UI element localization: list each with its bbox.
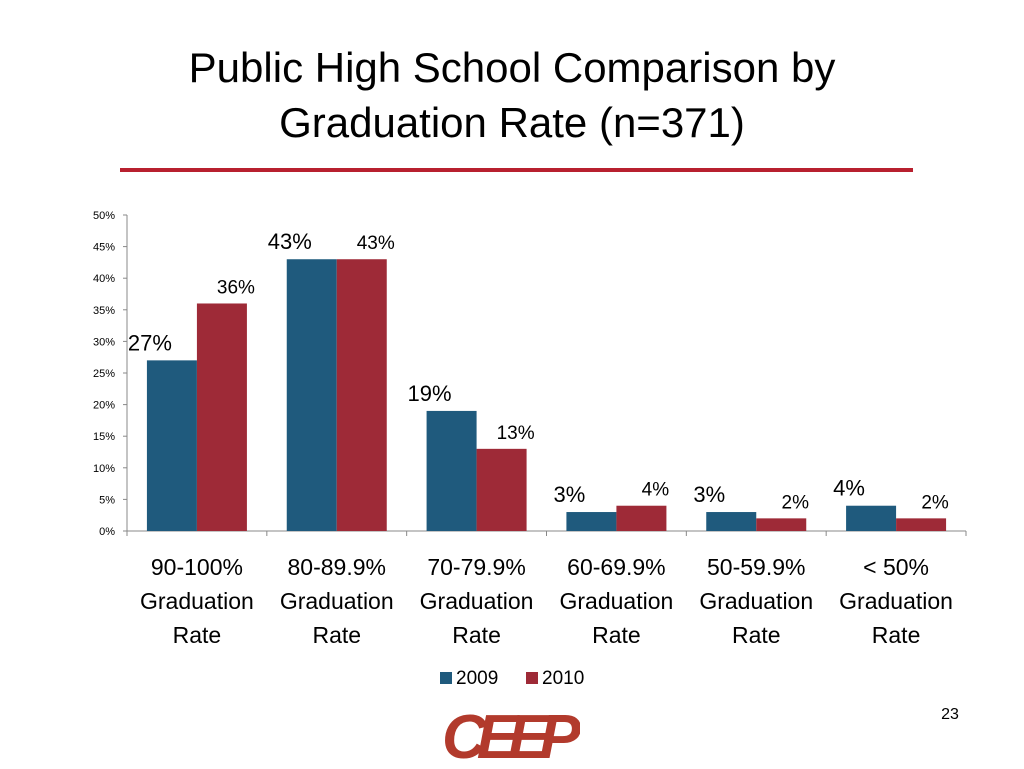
category-label: Rate: [872, 622, 921, 648]
category-label: Rate: [732, 622, 781, 648]
slide-title: Public High School Comparison by Graduat…: [0, 40, 1024, 150]
category-label: Rate: [312, 622, 361, 648]
data-label-2010-3: 4%: [642, 480, 670, 501]
bar-2009-4: [706, 512, 757, 531]
category-label: Graduation: [140, 588, 254, 614]
category-label: < 50%: [863, 554, 929, 580]
y-tick-label: 30%: [93, 336, 115, 348]
data-label-2010-4: 2%: [782, 492, 810, 513]
legend-label-2009: 2009: [456, 668, 498, 689]
data-label-2009-1: 43%: [268, 229, 312, 254]
y-tick-label: 10%: [93, 463, 115, 475]
y-tick-label: 20%: [93, 400, 115, 412]
data-label-2009-4: 3%: [693, 482, 725, 507]
bar-2010-3: [616, 505, 667, 531]
y-tick-label: 50%: [93, 210, 115, 222]
category-label: Graduation: [699, 588, 813, 614]
category-label: Graduation: [420, 588, 534, 614]
y-tick-label: 40%: [93, 273, 115, 285]
slide-number: 23: [941, 706, 959, 723]
bar-2009-1: [286, 259, 337, 531]
data-label-2009-3: 3%: [554, 482, 586, 507]
data-label-2010-1: 43%: [357, 233, 395, 254]
y-tick-label: 5%: [99, 494, 115, 506]
category-label: Graduation: [560, 588, 674, 614]
bar-2010-5: [896, 518, 947, 531]
category-label: 60-69.9%: [567, 554, 665, 580]
y-tick-label: 45%: [93, 242, 115, 254]
bar-2009-0: [146, 360, 197, 531]
category-label: Graduation: [280, 588, 394, 614]
category-label: 50-59.9%: [707, 554, 805, 580]
data-label-2010-5: 2%: [921, 492, 949, 513]
data-label-2009-0: 27%: [128, 330, 172, 355]
bar-2009-3: [566, 512, 617, 531]
y-tick-label: 35%: [93, 305, 115, 317]
data-label-2010-2: 13%: [497, 423, 535, 444]
legend-label-2010: 2010: [542, 668, 584, 689]
svg-text:CEEP: CEEP: [442, 706, 580, 764]
category-label: Rate: [452, 622, 501, 648]
slide-title-line-1: Public High School Comparison by: [188, 44, 836, 91]
y-tick-label: 0%: [99, 526, 115, 538]
slide-title-line-2: Graduation Rate (n=371): [279, 99, 745, 146]
data-label-2010-0: 36%: [217, 277, 255, 298]
category-label: Graduation: [839, 588, 953, 614]
data-label-2009-2: 19%: [408, 381, 452, 406]
bar-2009-5: [846, 505, 897, 531]
y-tick-label: 25%: [93, 368, 115, 380]
legend-swatch-2010: [526, 672, 538, 684]
ceep-logo: CEEP: [440, 703, 591, 769]
category-label: 90-100%: [151, 554, 243, 580]
category-label: 80-89.9%: [288, 554, 386, 580]
legend-swatch-2009: [440, 672, 452, 684]
title-underline-rule: [120, 168, 913, 172]
data-label-2009-5: 4%: [833, 476, 865, 501]
bar-2009-2: [426, 410, 477, 531]
bar-2010-2: [476, 448, 527, 531]
bar-2010-4: [756, 518, 807, 531]
category-label: Rate: [592, 622, 641, 648]
bar-2010-0: [196, 303, 247, 531]
y-tick-label: 15%: [93, 431, 115, 443]
bar-2010-1: [336, 259, 387, 531]
category-label: 70-79.9%: [427, 554, 525, 580]
category-label: Rate: [173, 622, 222, 648]
